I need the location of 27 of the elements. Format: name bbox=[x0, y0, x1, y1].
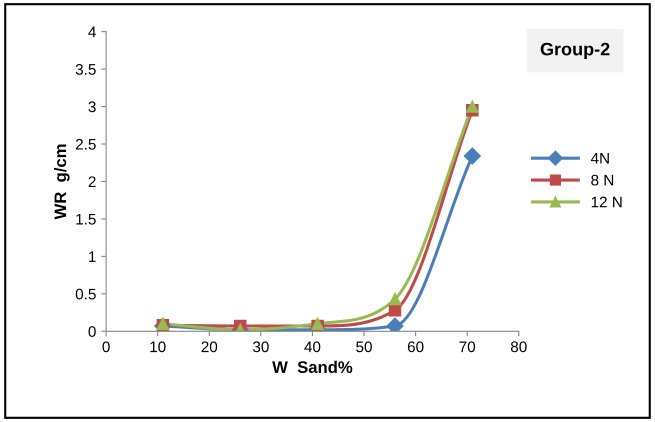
x-axis-title: W Sand% bbox=[272, 360, 352, 374]
x-tick-label: 0 bbox=[102, 341, 110, 352]
y-tick-label: 3.5 bbox=[76, 64, 96, 75]
y-tick-label: 4 bbox=[88, 26, 96, 38]
x-tick-label: 70 bbox=[459, 341, 476, 352]
y-tick-label: 1 bbox=[89, 251, 96, 262]
text: Group-2 bbox=[540, 42, 610, 60]
x-tick-label: 30 bbox=[252, 341, 269, 352]
y-tick-label: 3 bbox=[88, 101, 96, 112]
point bbox=[466, 100, 479, 113]
point bbox=[464, 147, 481, 165]
legend-label: 8 N bbox=[591, 174, 614, 186]
x-tick-label: 50 bbox=[356, 341, 372, 352]
x-tick-label: 40 bbox=[304, 341, 320, 352]
x-tick-label: 60 bbox=[408, 341, 424, 352]
y-tick-label: 2.5 bbox=[76, 138, 96, 150]
y-tick-label: 0.5 bbox=[76, 288, 96, 300]
y-axis-title: WR g/cm bbox=[54, 144, 70, 220]
x-tick-label: 10 bbox=[150, 341, 166, 352]
y-tick-label: 2 bbox=[88, 176, 96, 187]
point bbox=[388, 292, 402, 306]
legend-label: 4N bbox=[590, 153, 609, 164]
x-tick-label: 20 bbox=[202, 341, 218, 352]
x-tick-label: 80 bbox=[510, 341, 527, 352]
y-tick-label: 0 bbox=[88, 326, 96, 337]
y-tick-label: 1.5 bbox=[76, 214, 96, 225]
legend-label: 12 N bbox=[592, 196, 622, 208]
